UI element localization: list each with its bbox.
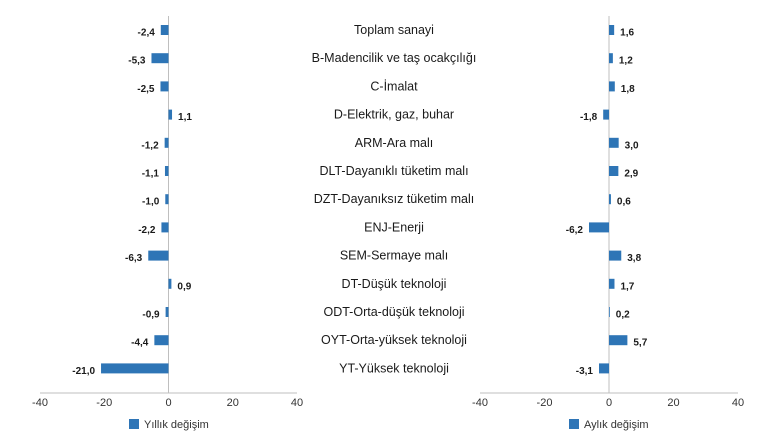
- category-label-4: ARM-Ara malı: [355, 136, 433, 150]
- aylik-data-label-9: 1,7: [620, 281, 634, 292]
- aylik-bar-11: [609, 335, 628, 346]
- aylik-bar-1: [609, 53, 613, 64]
- category-label-0: Toplam sanayi: [354, 23, 434, 37]
- yillik-bar-4: [164, 137, 169, 148]
- category-label-11: OYT-Orta-yüksek teknoloji: [321, 333, 467, 347]
- aylik-tick-label-0: -40: [472, 397, 488, 409]
- yillik-data-label-7: -2,2: [138, 225, 156, 236]
- aylik-tick-label-4: 40: [732, 397, 744, 409]
- category-label-8: SEM-Sermaye malı: [340, 249, 448, 263]
- yillik-data-label-1: -5,3: [128, 56, 146, 67]
- yillik-bar-10: [165, 307, 169, 317]
- yillik-tick-label-2: 0: [165, 397, 171, 409]
- aylik-tick-label-2: 0: [606, 397, 612, 409]
- yillik-bar-8: [148, 250, 169, 261]
- aylik-tick-label-3: 20: [667, 397, 679, 409]
- yillik-bar-3: [168, 109, 173, 120]
- aylik-bar-2: [609, 81, 615, 92]
- category-label-9: DT-Düşük teknoloji: [342, 277, 447, 291]
- category-label-5: DLT-Dayanıklı tüketim malı: [319, 164, 468, 178]
- aylik-data-label-12: -3,1: [576, 366, 594, 377]
- aylik-data-label-0: 1,6: [620, 28, 634, 39]
- yillik-data-label-6: -1,0: [142, 197, 160, 208]
- aylik-data-label-10: 0,2: [616, 310, 630, 321]
- yillik-data-label-4: -1,2: [141, 140, 159, 151]
- aylik-tick-label-1: -20: [537, 397, 553, 409]
- aylik-data-label-4: 3,0: [625, 140, 639, 151]
- category-label-1: B-Madencilik ve taş ocakçılığı: [312, 51, 477, 65]
- yillik-tick-label-4: 40: [291, 397, 303, 409]
- yillik-tick-label-1: -20: [96, 397, 112, 409]
- category-label-7: ENJ-Enerji: [364, 220, 424, 234]
- aylik-bar-10: [609, 307, 610, 317]
- yillik-bar-11: [154, 335, 169, 346]
- yillik-data-label-10: -0,9: [142, 310, 160, 321]
- yillik-bar-6: [165, 194, 169, 205]
- yillik-bar-7: [161, 222, 169, 233]
- aylik-bar-5: [609, 166, 619, 176]
- aylik-data-label-2: 1,8: [621, 84, 635, 95]
- category-label-12: YT-Yüksek teknoloji: [339, 361, 449, 375]
- aylik-data-label-5: 2,9: [624, 169, 638, 180]
- aylik-legend-label: Aylık değişim: [584, 419, 649, 431]
- aylik-data-label-8: 3,8: [627, 253, 641, 264]
- category-label-6: DZT-Dayanıksız tüketim malı: [314, 192, 474, 206]
- yillik-data-label-3: 1,1: [178, 112, 192, 123]
- aylik-data-label-7: -6,2: [566, 225, 584, 236]
- aylik-data-label-3: -1,8: [580, 112, 598, 123]
- yillik-bar-5: [164, 166, 169, 176]
- aylik-bar-7: [589, 222, 609, 233]
- yillik-data-label-0: -2,4: [138, 28, 156, 39]
- aylik-bar-4: [609, 137, 619, 148]
- yillik-data-label-8: -6,3: [125, 253, 143, 264]
- aylik-bar-8: [609, 250, 622, 261]
- yillik-data-label-11: -4,4: [131, 338, 149, 349]
- yillik-data-label-5: -1,1: [142, 169, 160, 180]
- yillik-bar-0: [160, 25, 169, 35]
- category-label-10: ODT-Orta-düşük teknoloji: [323, 305, 464, 319]
- aylik-bar-9: [609, 278, 615, 289]
- aylik-data-label-11: 5,7: [633, 338, 647, 349]
- aylik-data-label-1: 1,2: [619, 56, 633, 67]
- category-label-3: D-Elektrik, gaz, buhar: [334, 108, 454, 122]
- yillik-legend-swatch: [129, 419, 139, 429]
- yillik-tick-label-3: 20: [227, 397, 239, 409]
- yillik-data-label-2: -2,5: [137, 84, 155, 95]
- aylik-data-label-6: 0,6: [617, 197, 631, 208]
- yillik-bar-12: [101, 363, 169, 374]
- yillik-data-label-9: 0,9: [177, 281, 191, 292]
- aylik-bar-6: [609, 194, 611, 205]
- yillik-bar-1: [151, 53, 169, 64]
- aylik-bar-0: [609, 25, 615, 35]
- aylik-bar-12: [599, 363, 609, 374]
- yillik-data-label-12: -21,0: [72, 366, 95, 377]
- yillik-bar-2: [160, 81, 169, 92]
- yillik-bar-9: [168, 278, 172, 289]
- yillik-tick-label-0: -40: [32, 397, 48, 409]
- aylik-bar-3: [603, 109, 609, 120]
- yillik-legend-label: Yıllık değişim: [144, 419, 209, 431]
- category-label-2: C-İmalat: [370, 79, 418, 93]
- aylik-legend-swatch: [569, 419, 579, 429]
